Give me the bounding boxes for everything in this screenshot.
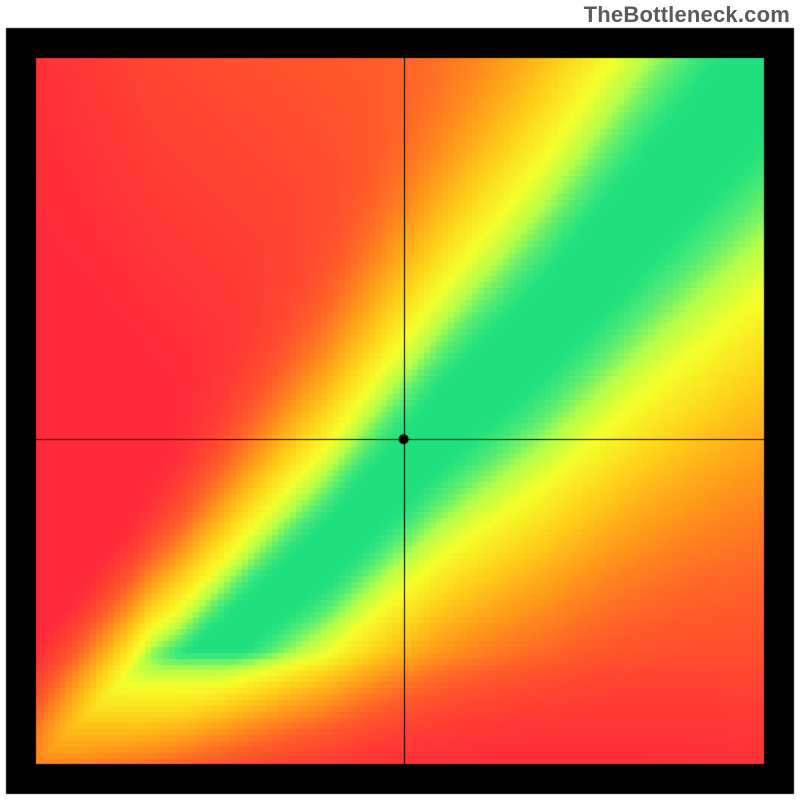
chart-container: TheBottleneck.com <box>0 0 800 800</box>
bottleneck-heatmap <box>0 0 800 800</box>
attribution-label: TheBottleneck.com <box>584 2 790 28</box>
